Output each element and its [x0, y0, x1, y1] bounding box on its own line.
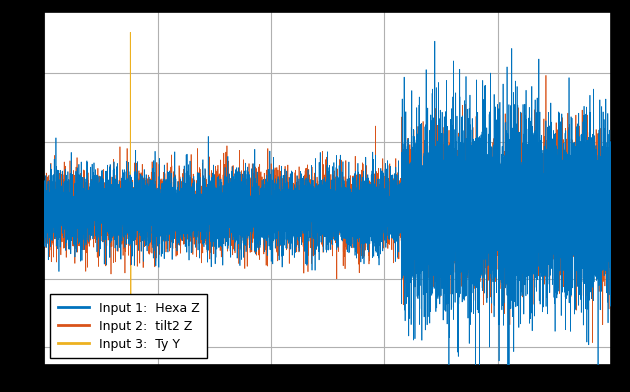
Input 2:  tilt2 Z: (0, -0.373): tilt2 Z: (0, -0.373) [40, 221, 48, 225]
Input 1:  Hexa Z: (598, -0.244): Hexa Z: (598, -0.244) [74, 216, 82, 221]
Input 3:  Ty Y: (4.89e+03, -0.128): Ty Y: (4.89e+03, -0.128) [318, 212, 325, 217]
Input 1:  Hexa Z: (4.89e+03, 0.125): Hexa Z: (4.89e+03, 0.125) [318, 204, 325, 209]
Input 2:  tilt2 Z: (1e+04, -1.62): tilt2 Z: (1e+04, -1.62) [607, 263, 615, 268]
Input 3:  Ty Y: (1.52e+03, 5.2): Ty Y: (1.52e+03, 5.2) [127, 30, 134, 34]
Input 3:  Ty Y: (1e+04, -0.0412): Ty Y: (1e+04, -0.0412) [607, 209, 615, 214]
Input 1:  Hexa Z: (414, 0.183): Hexa Z: (414, 0.183) [64, 202, 71, 207]
Input 2:  tilt2 Z: (9.67e+03, -3.86): tilt2 Z: (9.67e+03, -3.86) [589, 340, 597, 345]
Input 2:  tilt2 Z: (4.89e+03, 0.716): tilt2 Z: (4.89e+03, 0.716) [318, 183, 325, 188]
Input 2:  tilt2 Z: (414, 0.00197): tilt2 Z: (414, 0.00197) [64, 208, 71, 213]
Input 2:  tilt2 Z: (9.47e+03, -1.03): tilt2 Z: (9.47e+03, -1.03) [577, 243, 585, 248]
Input 1:  Hexa Z: (0, 0.273): Hexa Z: (0, 0.273) [40, 199, 48, 203]
Line: Input 1:  Hexa Z: Input 1: Hexa Z [44, 41, 611, 392]
Input 3:  Ty Y: (1.53e+03, -4): Ty Y: (1.53e+03, -4) [127, 345, 135, 350]
Line: Input 3:  Ty Y: Input 3: Ty Y [44, 32, 611, 347]
Input 1:  Hexa Z: (1.96e+03, -0.0302): Hexa Z: (1.96e+03, -0.0302) [151, 209, 159, 214]
Input 3:  Ty Y: (598, -0.0408): Ty Y: (598, -0.0408) [74, 209, 82, 214]
Input 2:  tilt2 Z: (45, 0.0661): tilt2 Z: (45, 0.0661) [43, 206, 50, 211]
Input 3:  Ty Y: (414, -0.163): Ty Y: (414, -0.163) [64, 214, 71, 218]
Input 1:  Hexa Z: (6.89e+03, 4.94): Hexa Z: (6.89e+03, 4.94) [431, 39, 438, 44]
Legend: Input 1:  Hexa Z, Input 2:  tilt2 Z, Input 3:  Ty Y: Input 1: Hexa Z, Input 2: tilt2 Z, Input… [50, 294, 207, 358]
Input 1:  Hexa Z: (1e+04, 0.902): Hexa Z: (1e+04, 0.902) [607, 177, 615, 182]
Input 2:  tilt2 Z: (1.96e+03, 0.00981): tilt2 Z: (1.96e+03, 0.00981) [151, 208, 159, 212]
Input 2:  tilt2 Z: (598, 0.158): tilt2 Z: (598, 0.158) [74, 203, 82, 207]
Input 3:  Ty Y: (45, 0.171): Ty Y: (45, 0.171) [43, 202, 50, 207]
Input 3:  Ty Y: (0, 0.0627): Ty Y: (0, 0.0627) [40, 206, 48, 211]
Input 1:  Hexa Z: (9.47e+03, 0.577): Hexa Z: (9.47e+03, 0.577) [577, 188, 585, 193]
Line: Input 2:  tilt2 Z: Input 2: tilt2 Z [44, 75, 611, 343]
Input 3:  Ty Y: (9.47e+03, 0.127): Ty Y: (9.47e+03, 0.127) [577, 204, 585, 209]
Input 3:  Ty Y: (1.96e+03, -0.000221): Ty Y: (1.96e+03, -0.000221) [152, 208, 159, 213]
Input 2:  tilt2 Z: (8.85e+03, 3.94): tilt2 Z: (8.85e+03, 3.94) [542, 73, 550, 78]
Input 1:  Hexa Z: (45, -0.396): Hexa Z: (45, -0.396) [43, 221, 50, 226]
